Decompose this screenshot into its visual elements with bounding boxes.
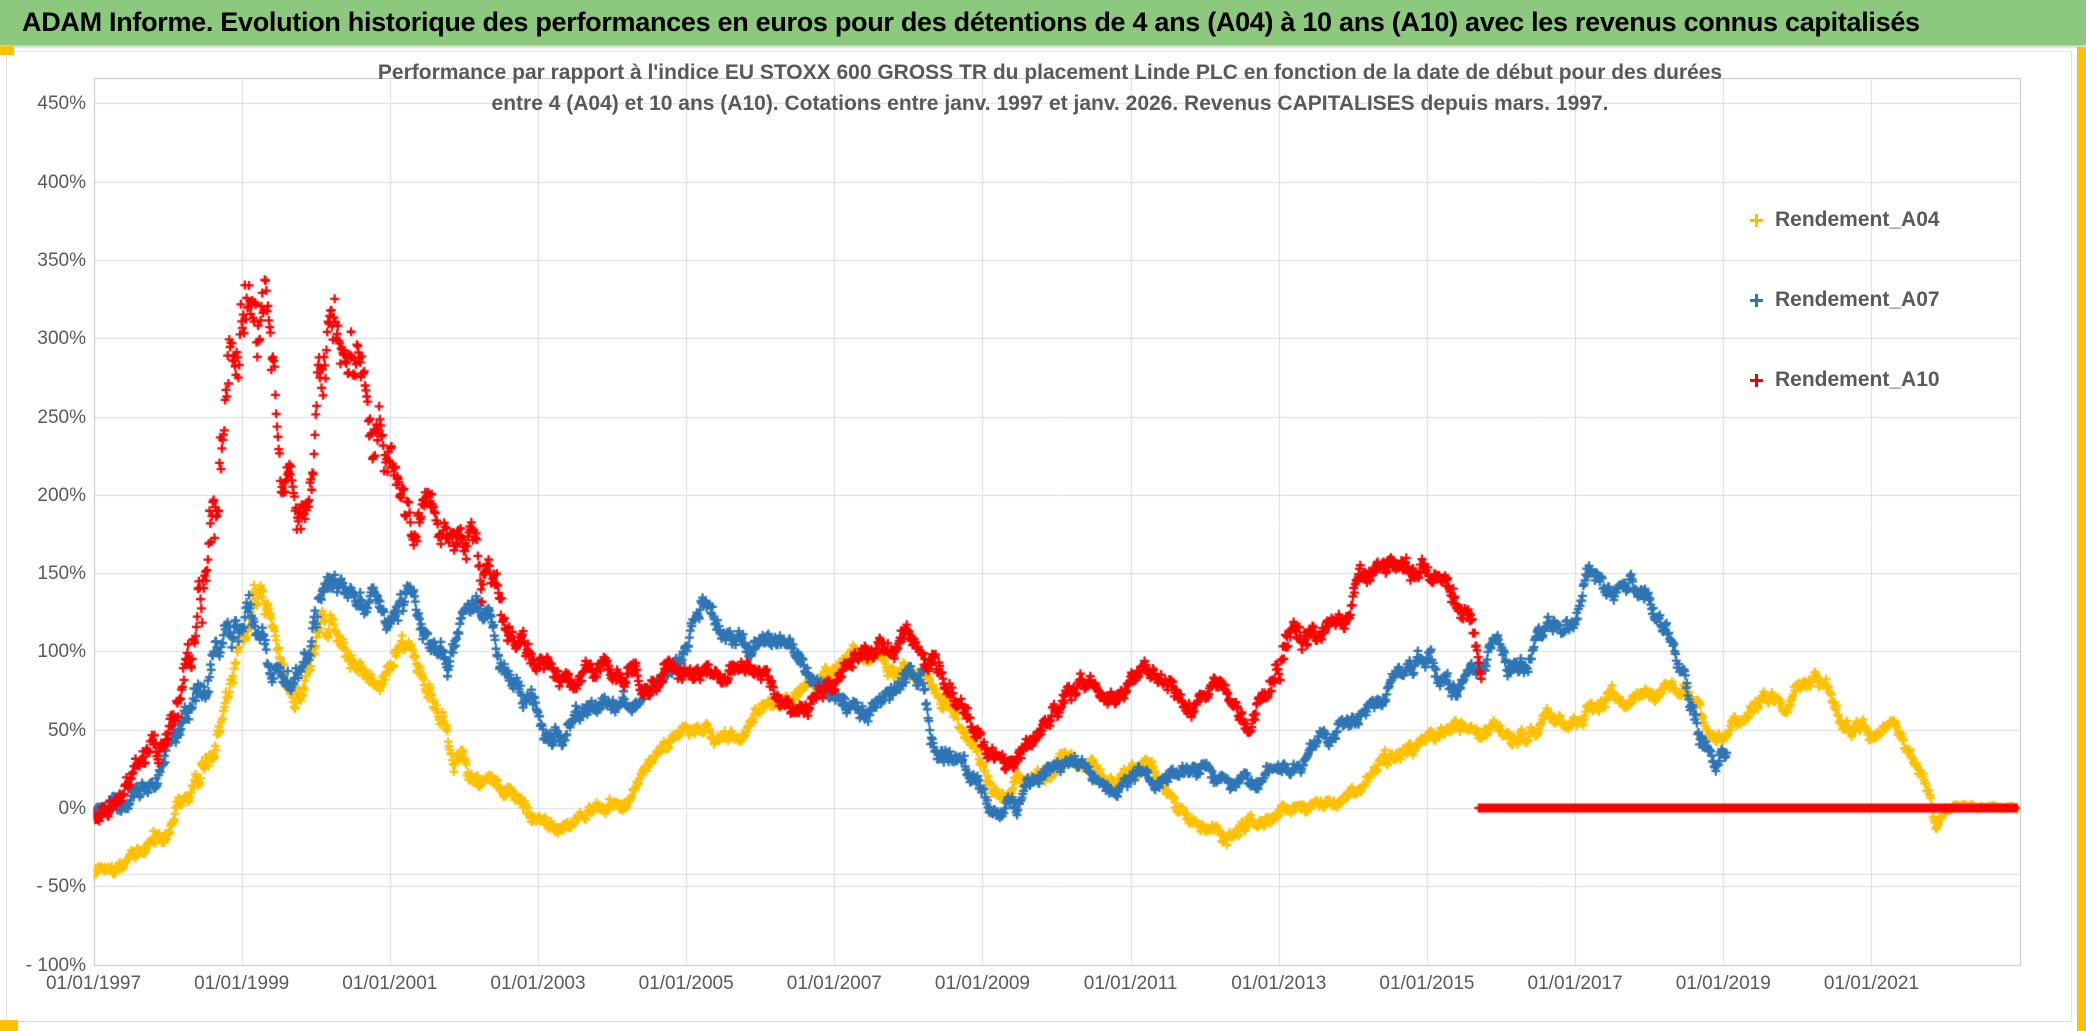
top-left-accent	[0, 46, 14, 55]
chart-title-line1: Performance par rapport à l'indice EU ST…	[377, 61, 1723, 84]
legend-label: Rendement_A04	[1775, 208, 1940, 231]
sheet-row-divider	[0, 1021, 2070, 1022]
sheet-title: ADAM Informe. Evolution historique des p…	[22, 7, 1920, 37]
chart-title-line2: entre 4 (A04) et 10 ans (A10). Cotations…	[491, 92, 1609, 115]
plus-marker-icon	[1750, 213, 1763, 227]
chart-title: Performance par rapport à l'indice EU ST…	[160, 57, 1940, 119]
legend-item-rendement-a10[interactable]: Rendement_A10	[1750, 340, 1940, 420]
legend-label: Rendement_A07	[1775, 288, 1940, 311]
sheet-title-bar: ADAM Informe. Evolution historique des p…	[0, 0, 2086, 45]
legend-item-rendement-a04[interactable]: Rendement_A04	[1750, 180, 1940, 260]
chart-legend: Rendement_A04 Rendement_A07 Rendement_A1…	[1750, 180, 1940, 420]
legend-item-rendement-a07[interactable]: Rendement_A07	[1750, 260, 1940, 340]
legend-label: Rendement_A10	[1775, 368, 1940, 391]
plus-marker-icon	[1750, 293, 1763, 307]
bottom-left-accent	[0, 1020, 18, 1031]
plus-marker-icon	[1750, 373, 1763, 387]
right-accent-strip	[2077, 47, 2086, 1031]
